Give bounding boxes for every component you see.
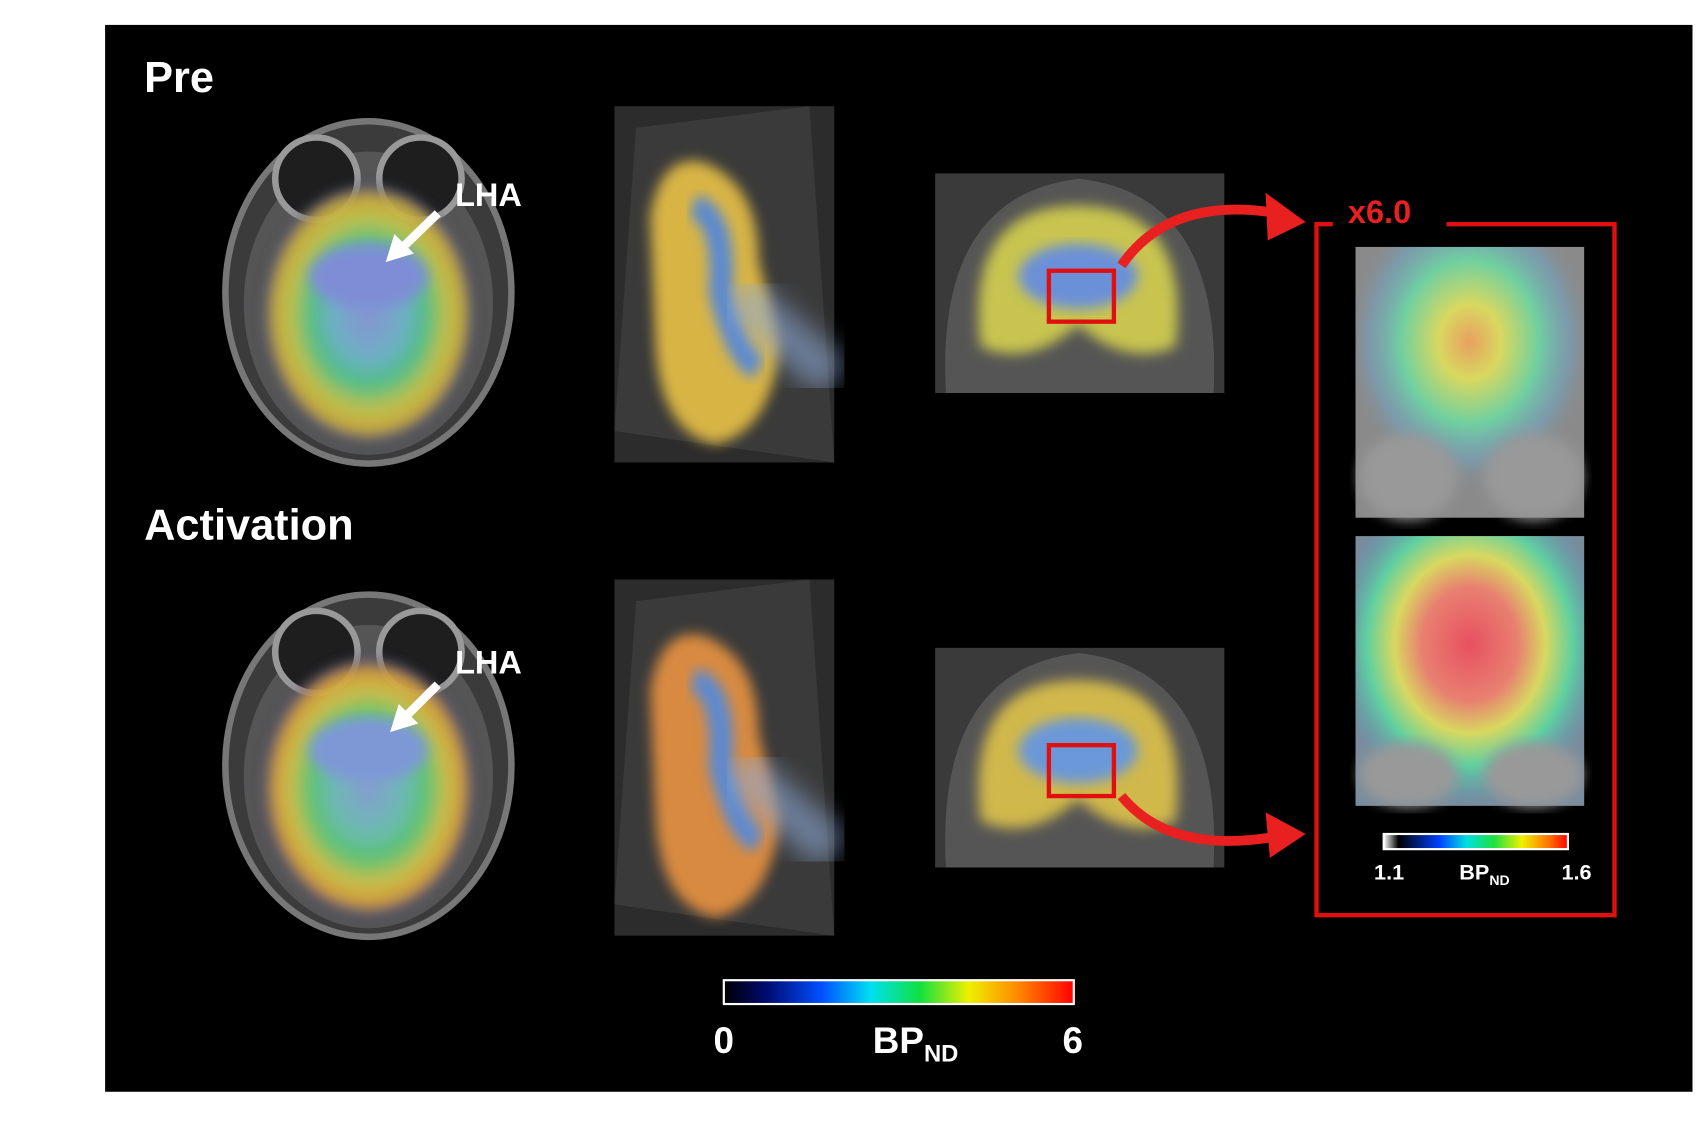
- sagittal-image: [614, 579, 849, 936]
- colorbar-label: BPND: [873, 1020, 959, 1068]
- zoom-colorbar-min: 1.1: [1374, 859, 1404, 884]
- zoom-arrows: [1117, 192, 1306, 858]
- arrow-label: LHA: [455, 645, 522, 681]
- arrow-label: LHA: [455, 177, 522, 213]
- axial-image-ellipse: [264, 186, 473, 442]
- colorbar-min: 0: [714, 1020, 734, 1061]
- arrow-head: [390, 704, 419, 733]
- axial-image-ellipse: [308, 243, 429, 309]
- zoom-panel: x6.0 1.1 BPND 1.6: [1314, 194, 1617, 918]
- zoom-image-pre-ellipse: [1484, 433, 1582, 520]
- zoom-arrows-polygon: [1265, 192, 1306, 241]
- arrow: [404, 681, 441, 718]
- zoom-image-activation-ellipse: [1359, 741, 1458, 807]
- zoom-colorbar-max: 1.6: [1562, 859, 1592, 884]
- coronal-image: [935, 647, 1225, 868]
- sagittal-image-path: [688, 667, 765, 853]
- axial-image-ellipse: [308, 717, 429, 782]
- colorbar-gradient: [722, 979, 1075, 1006]
- zoom-panel-path: [1314, 222, 1617, 918]
- axial-image-ellipse: [264, 659, 473, 916]
- zoom-colorbar-label: BPND: [1459, 859, 1509, 887]
- axial-image: [225, 121, 511, 463]
- zoom-arrows-polygon: [1265, 812, 1306, 858]
- sagittal-image-path: [722, 276, 849, 396]
- coronal-image: [935, 173, 1225, 394]
- subscript: ND: [924, 1040, 958, 1067]
- label: BP: [873, 1020, 924, 1061]
- row-label: Pre: [144, 54, 214, 102]
- sagittal-image-path: [722, 749, 849, 869]
- zoom-factor: x6.0: [1348, 194, 1411, 230]
- arrow: [400, 210, 441, 251]
- label: BP: [1459, 859, 1489, 884]
- zoom-arrows-path: [1117, 204, 1280, 269]
- axial-image: [225, 595, 511, 937]
- coronal-image-ellipse: [1018, 243, 1138, 309]
- coronal-image-rect: [1046, 268, 1117, 324]
- zoom-image-activation: [1355, 536, 1585, 807]
- coronal-image-ellipse: [1018, 718, 1138, 784]
- colorbar: 0 BPND 6: [714, 979, 1083, 1068]
- subscript: ND: [1489, 872, 1509, 888]
- zoom-image-pre: [1355, 246, 1585, 520]
- zoom-arrows-path: [1117, 792, 1280, 846]
- sagittal-image: [614, 106, 849, 463]
- row-label: Activation: [144, 501, 353, 549]
- sagittal-image-path: [688, 194, 765, 379]
- row-pre: Pre LHA: [144, 54, 1225, 463]
- colorbar-max: 6: [1062, 1020, 1082, 1061]
- row-activation: Activation LHA: [144, 501, 1225, 937]
- zoom-image-activation-ellipse: [1484, 741, 1582, 807]
- arrow-head: [385, 233, 414, 263]
- zoom-image-pre-ellipse: [1359, 433, 1458, 520]
- zoom-colorbar: [1382, 832, 1569, 851]
- coronal-image-rect: [1046, 743, 1117, 799]
